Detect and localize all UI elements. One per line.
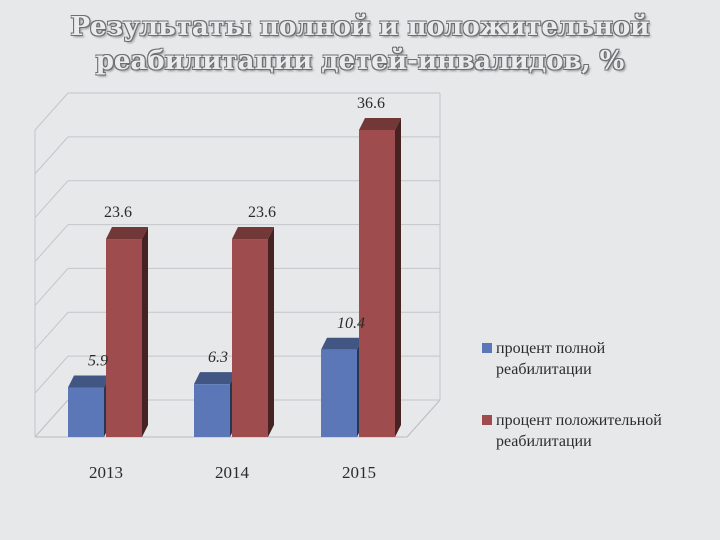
x-tick-label-2014: 2014	[215, 463, 250, 482]
legend-item-full: процент полной реабилитации	[482, 338, 662, 380]
data-labels: 5.9 23.6 6.3 23.6 10.4 36.6	[88, 95, 385, 370]
data-label-2015-series-0: 10.4	[337, 315, 365, 332]
legend-label-full: процент полной реабилитации	[496, 340, 606, 378]
bar-2015-series-0	[321, 337, 363, 437]
legend-label-positive: процент положительной реабилитации	[496, 412, 662, 450]
data-label-2014-series-0: 6.3	[208, 349, 228, 366]
legend-item-positive: процент положительной реабилитации	[482, 410, 662, 452]
chart-title: Результаты полной и положительной реабил…	[70, 12, 650, 76]
bar-2014-series-1	[232, 227, 274, 437]
bar-2013-series-0	[68, 375, 110, 437]
x-tick-label-2015: 2015	[342, 463, 376, 482]
x-tick-label-2013: 2013	[89, 463, 123, 482]
bar-2013-series-1	[106, 227, 148, 437]
legend-swatch-full	[482, 343, 492, 353]
bars	[68, 118, 401, 437]
data-label-2015-series-1: 36.6	[357, 95, 385, 112]
bar-2014-series-0	[194, 372, 236, 437]
data-label-2014-series-1: 23.6	[248, 204, 276, 221]
bar-2015-series-1	[359, 118, 401, 437]
legend-swatch-positive	[482, 415, 492, 425]
legend: процент полной реабилитации процент поло…	[482, 338, 662, 482]
data-label-2013-series-1: 23.6	[104, 204, 132, 221]
data-label-2013-series-0: 5.9	[88, 353, 108, 370]
x-axis-tick-labels: 2013 2014 2015	[89, 463, 376, 482]
